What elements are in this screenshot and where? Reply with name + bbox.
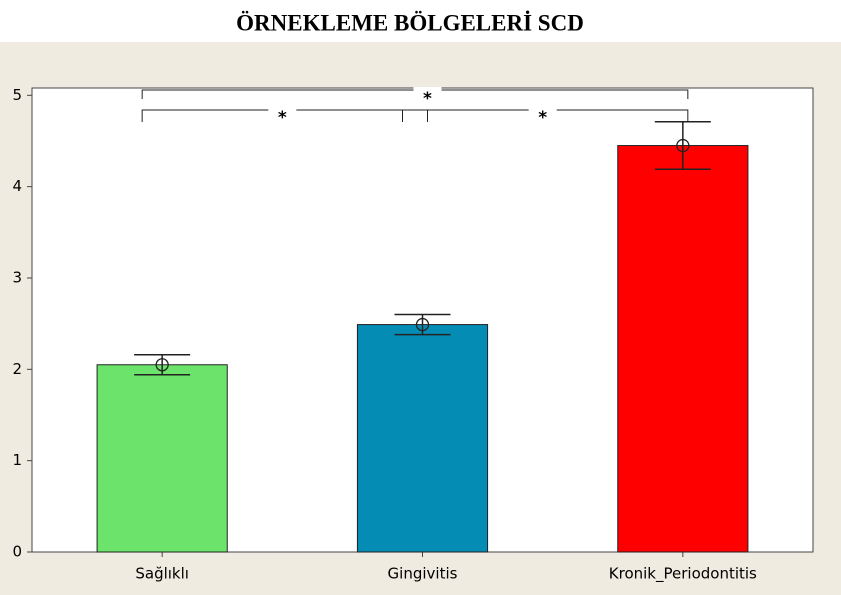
- x-tick-label: Gingivitis: [388, 565, 458, 583]
- chart-title: ÖRNEKLEME BÖLGELERİ SCD: [236, 10, 584, 35]
- y-tick-label: 2: [12, 360, 22, 378]
- y-tick-label: 4: [12, 177, 22, 195]
- y-tick-label: 5: [12, 86, 22, 104]
- mean-marker: [415, 317, 430, 332]
- y-tick-label: 1: [12, 451, 22, 469]
- significance-label-bg: [528, 106, 557, 126]
- bar: [96, 364, 228, 553]
- significance-label: *: [538, 108, 547, 128]
- significance-label: *: [278, 108, 287, 128]
- y-tick-label: 0: [12, 543, 22, 561]
- significance-label: *: [423, 89, 432, 109]
- bar: [356, 324, 489, 553]
- mean-marker: [155, 358, 169, 372]
- y-tick-label: 3: [12, 268, 22, 286]
- x-tick-label: Sağlıklı: [135, 565, 189, 583]
- mean-marker: [676, 138, 690, 153]
- bar: [617, 145, 749, 553]
- error-bar: [134, 353, 191, 376]
- x-tick-label: Kronik_Periodontitis: [609, 565, 757, 584]
- error-bar: [654, 121, 711, 171]
- significance-label-bg: [268, 106, 297, 126]
- significance-label-bg: [413, 87, 442, 107]
- error-bar: [394, 313, 451, 336]
